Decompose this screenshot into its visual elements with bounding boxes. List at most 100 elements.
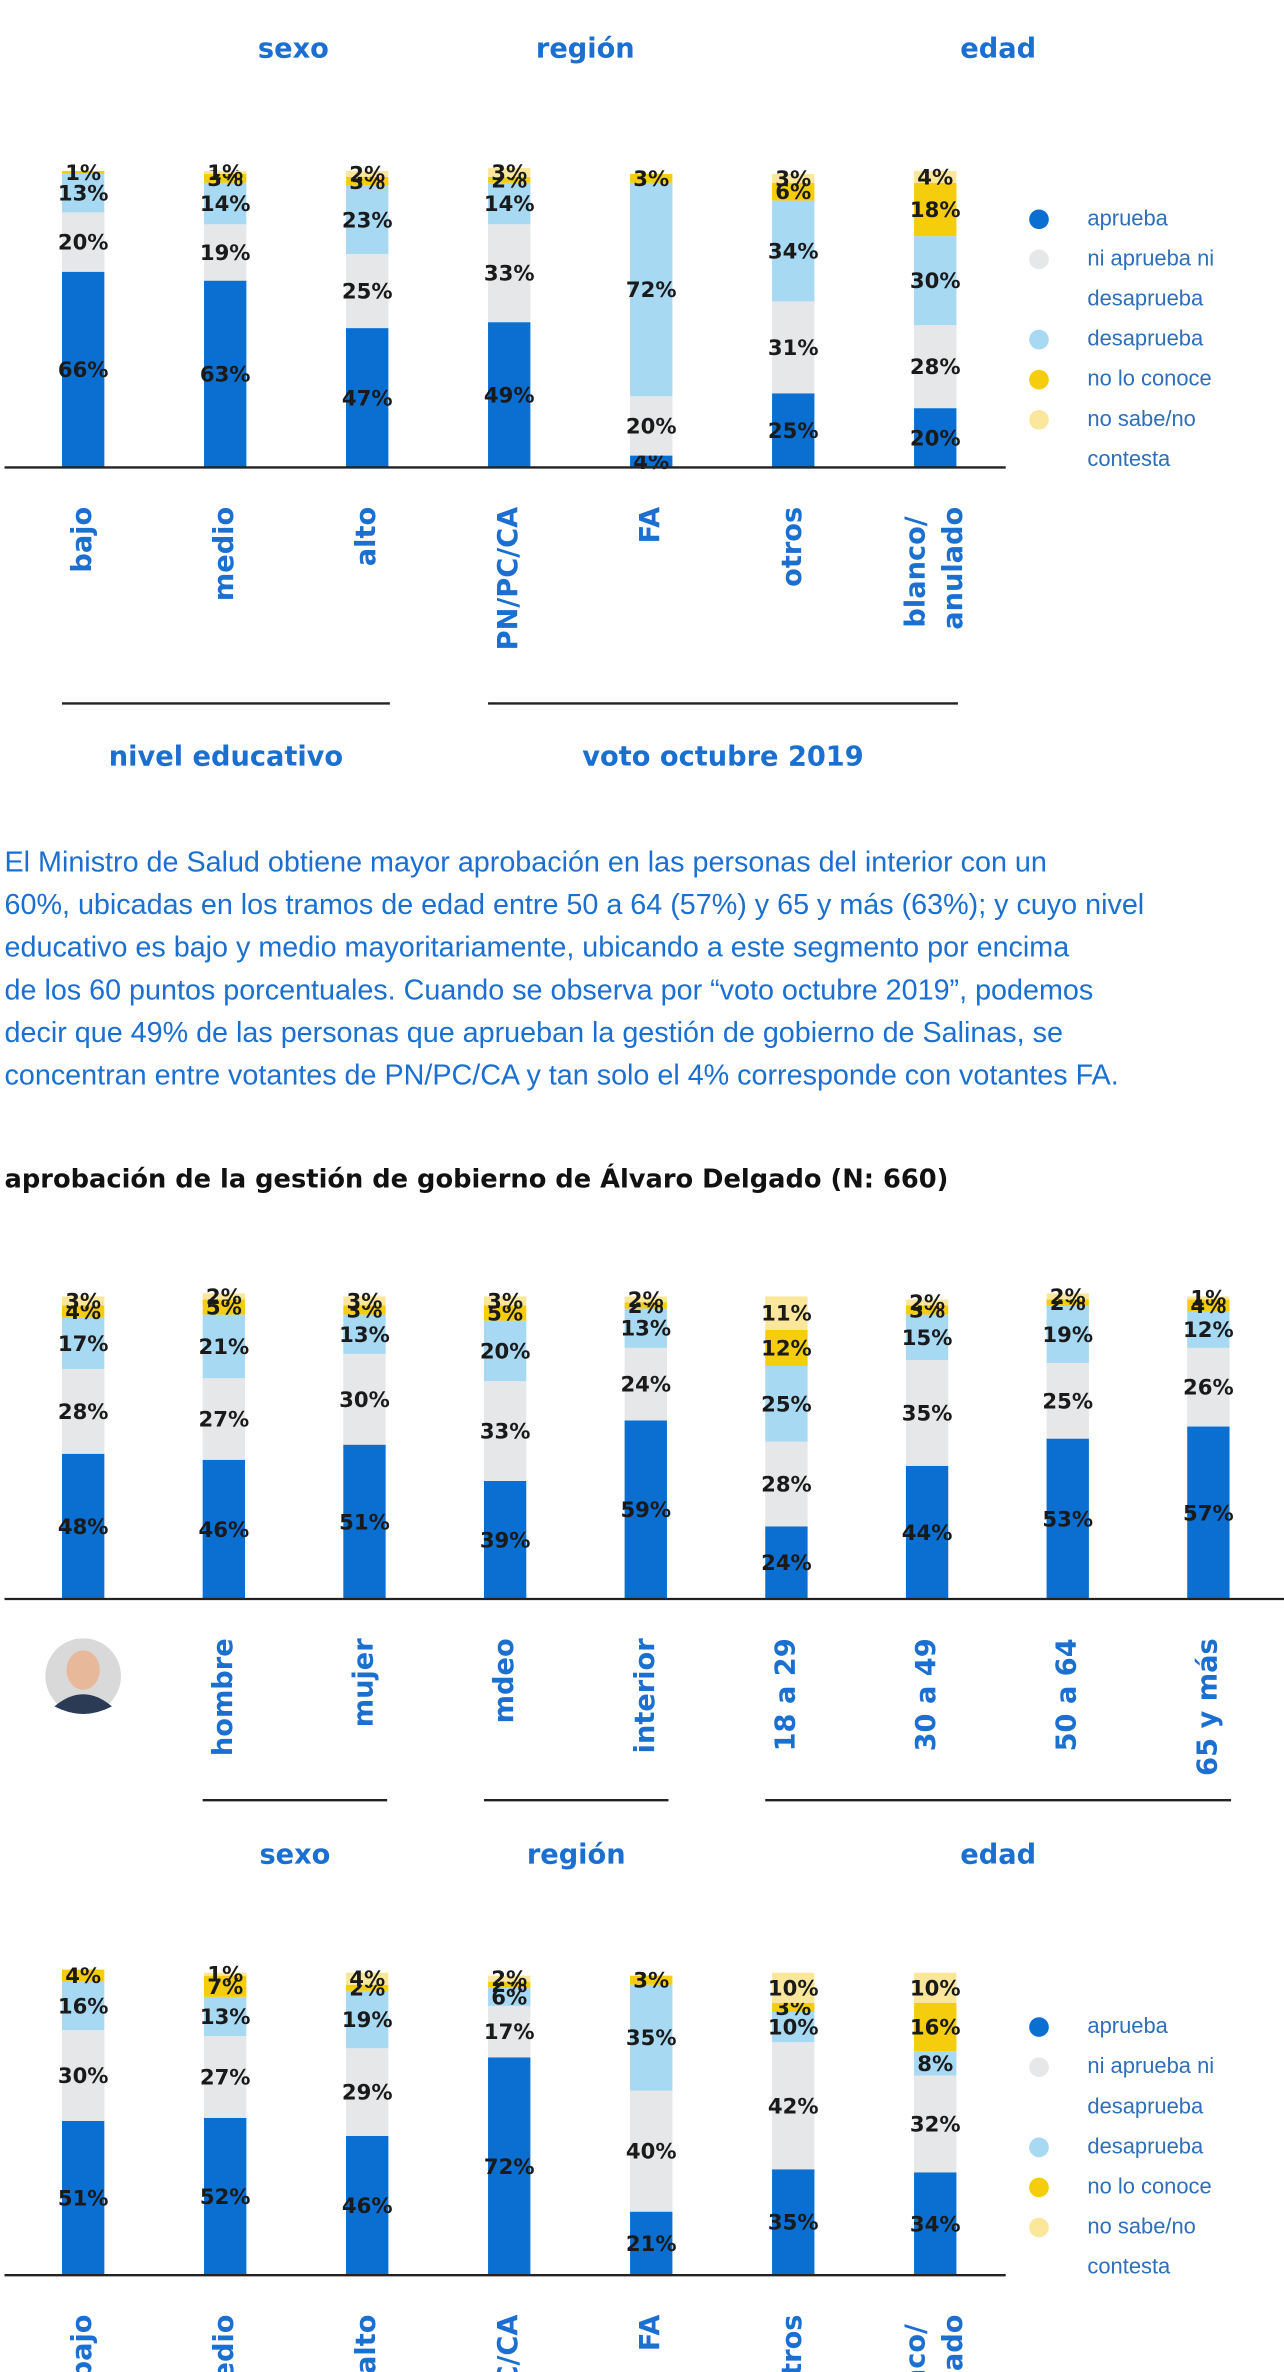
bar-segment <box>1187 1296 1230 1300</box>
bar-segment <box>905 1359 949 1466</box>
value-label: 27% <box>199 1406 250 1431</box>
legend-label: desaprueba <box>1087 2133 1204 2158</box>
bar-segment <box>204 2117 247 2276</box>
bar-segment <box>772 200 815 302</box>
chart: 48%28%17%4%3%46%27%21%5%2%51%30%13%3%3%3… <box>4 1284 1284 1871</box>
bar-segment <box>488 1975 531 1982</box>
bar-segment <box>914 236 957 326</box>
category-label: FA <box>635 2315 666 2352</box>
bar-segment <box>765 1526 808 1599</box>
bar-segment <box>488 322 531 468</box>
value-label: 3% <box>65 1288 101 1313</box>
value-label: 2% <box>491 1966 527 1991</box>
value-label: 16% <box>910 2015 961 2040</box>
bar-segment <box>346 1990 389 2049</box>
category-label: otros <box>777 2315 808 2372</box>
category-label: mujer <box>348 1638 379 1728</box>
bar-segment <box>914 408 957 468</box>
value-label: 8% <box>917 2051 953 2076</box>
value-label: 13% <box>339 1322 390 1347</box>
value-label: 21% <box>199 1334 250 1359</box>
bar-segment <box>630 396 673 456</box>
value-label: 35% <box>768 2210 819 2235</box>
bar-segment <box>914 2002 957 2052</box>
legend-marker <box>1029 2137 1049 2158</box>
value-label: 30% <box>58 2063 109 2088</box>
value-label: 3% <box>491 160 527 185</box>
group-heading: edad <box>960 33 1036 64</box>
value-label: 17% <box>58 1331 109 1356</box>
value-label: 53% <box>1042 1506 1093 1531</box>
group-label: edad <box>960 1840 1036 1871</box>
bar-segment <box>765 1366 808 1442</box>
bar-segment <box>346 1972 389 1985</box>
value-label: 39% <box>480 1527 531 1552</box>
value-label: 47% <box>342 385 393 410</box>
bar-segment <box>343 1444 386 1599</box>
bar-segment <box>202 1378 246 1460</box>
legend-marker <box>1029 209 1049 230</box>
value-label: 3% <box>633 1968 669 1993</box>
value-label: 13% <box>620 1316 671 1341</box>
bar-segment <box>914 325 957 409</box>
legend-label: desaprueba <box>1087 325 1204 350</box>
value-label: 10% <box>910 1975 961 2000</box>
category-label: bajo <box>67 507 98 573</box>
value-label: 13% <box>200 2004 251 2029</box>
value-label: 14% <box>484 191 535 216</box>
legend-label: no lo conoce <box>1087 2173 1211 2198</box>
bar-segment <box>62 2120 105 2276</box>
bar-segment <box>914 182 957 237</box>
bar-segment <box>62 170 105 174</box>
bar-segment <box>62 1369 105 1454</box>
value-label: 1% <box>207 1962 243 1987</box>
category-label: PN/PC/CA <box>493 507 524 651</box>
bar-segment <box>204 2036 247 2118</box>
value-label: 46% <box>342 2193 393 2218</box>
legend-label: ni aprueba ni desaprueba <box>1087 245 1220 310</box>
value-label: 30% <box>910 268 961 293</box>
category-label: otros <box>777 507 808 587</box>
category-label: 65 y más <box>1192 1638 1223 1776</box>
bar-segment <box>343 1305 386 1315</box>
value-label: 11% <box>761 1301 812 1326</box>
bar-segment <box>483 1480 527 1599</box>
paragraph-line: de los 60 puntos porcentuales. Cuando se… <box>5 974 1094 1006</box>
bar-segment <box>624 1302 667 1309</box>
value-label: 15% <box>902 1325 953 1350</box>
value-label: 72% <box>626 277 677 302</box>
bar-segment <box>905 1305 949 1315</box>
bar-segment <box>765 1441 808 1527</box>
category-label: hombre <box>207 1638 238 1756</box>
bar-segment <box>772 2011 815 2043</box>
bar-segment <box>488 1987 531 2006</box>
category-label: bajo <box>67 2315 98 2372</box>
value-label: 24% <box>761 1550 812 1575</box>
bar-segment <box>905 1314 949 1360</box>
bar-segment <box>202 1314 246 1379</box>
bar-segment <box>1046 1362 1089 1439</box>
value-label: 35% <box>902 1400 953 1425</box>
bar-segment <box>765 1296 808 1330</box>
bar-segment <box>346 328 389 468</box>
bar-segment <box>346 253 389 329</box>
bar-segment <box>483 1305 527 1321</box>
bar-segment <box>488 224 531 323</box>
bar-segment <box>630 2211 673 2276</box>
value-label: 3% <box>775 166 811 191</box>
bar-segment <box>62 271 105 468</box>
bar-segment <box>488 176 531 183</box>
bar-segment <box>346 170 389 177</box>
bar-segment <box>488 182 531 225</box>
bar-segment <box>488 2057 531 2276</box>
category-label: PN/PC/CA <box>493 2315 524 2372</box>
value-label: 27% <box>200 2065 251 2090</box>
bar-segment <box>204 1996 247 2037</box>
group-label: voto octubre 2019 <box>582 741 863 772</box>
bar-segment <box>914 2172 957 2276</box>
bar-segment <box>624 1296 667 1303</box>
bar-segment <box>914 1972 957 2003</box>
bar-segment <box>1187 1347 1230 1427</box>
